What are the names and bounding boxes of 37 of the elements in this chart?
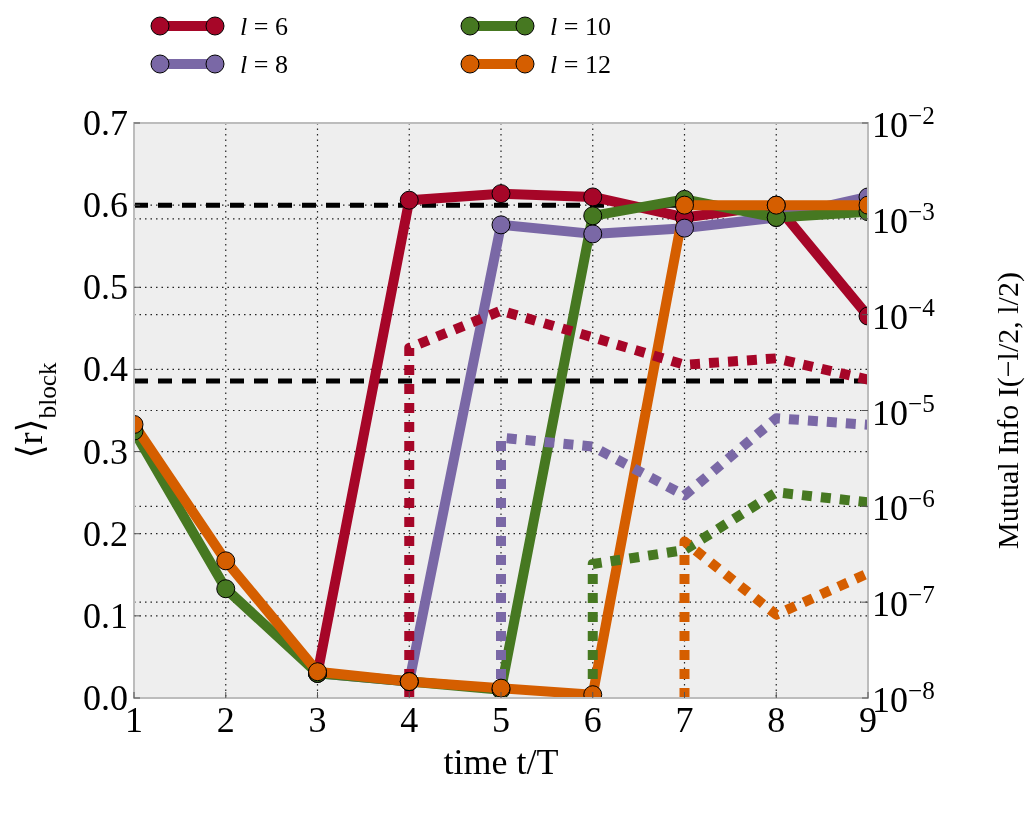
point [216, 579, 236, 599]
y-tick-label: 0.3 [83, 431, 128, 472]
point [583, 187, 603, 207]
y-tick-label: 0.0 [83, 678, 128, 718]
y2-tick-label: 10$^{−3}$ [872, 197, 935, 241]
point [491, 184, 511, 204]
legend-label: l = 12 [550, 50, 611, 79]
x-tick-label: 4 [400, 700, 419, 740]
y-tick-label: 0.6 [83, 185, 128, 226]
y-tick-label: 0.4 [83, 349, 128, 390]
legend-label: l = 10 [550, 12, 611, 41]
point [583, 206, 603, 226]
y-tick-label: 0.2 [83, 513, 128, 554]
point [399, 190, 419, 210]
y2-tick-label: 10$^{−4}$ [872, 293, 936, 337]
y2-tick-label: 10$^{−5}$ [872, 389, 935, 433]
point [675, 218, 694, 238]
y2-tick-label: 10$^{−6}$ [872, 484, 935, 529]
y-tick-label: 0.7 [83, 103, 128, 143]
x-tick-label: 5 [492, 700, 510, 740]
y2-tick-label: 10$^{−2}$ [872, 101, 935, 145]
point [583, 224, 603, 244]
y2-axis-title: Mutual Info I(−l/2, l/2) [991, 272, 1025, 549]
y2-tick-label: 10$^{−7}$ [872, 580, 935, 625]
legend-label: l = 8 [240, 50, 288, 79]
x-tick-label: 3 [308, 700, 327, 740]
point [216, 551, 236, 571]
x-tick-label: 2 [216, 700, 235, 740]
point [491, 215, 511, 235]
point [675, 195, 694, 215]
y-tick-label: 0.5 [83, 267, 128, 308]
legend-label: l = 6 [240, 12, 288, 41]
x-tick-label: 8 [767, 700, 786, 740]
x-tick-label: 7 [675, 700, 694, 740]
x-tick-label: 6 [583, 700, 602, 740]
x-axis-title: time t/T [443, 742, 559, 782]
y-tick-label: 0.1 [83, 595, 128, 636]
